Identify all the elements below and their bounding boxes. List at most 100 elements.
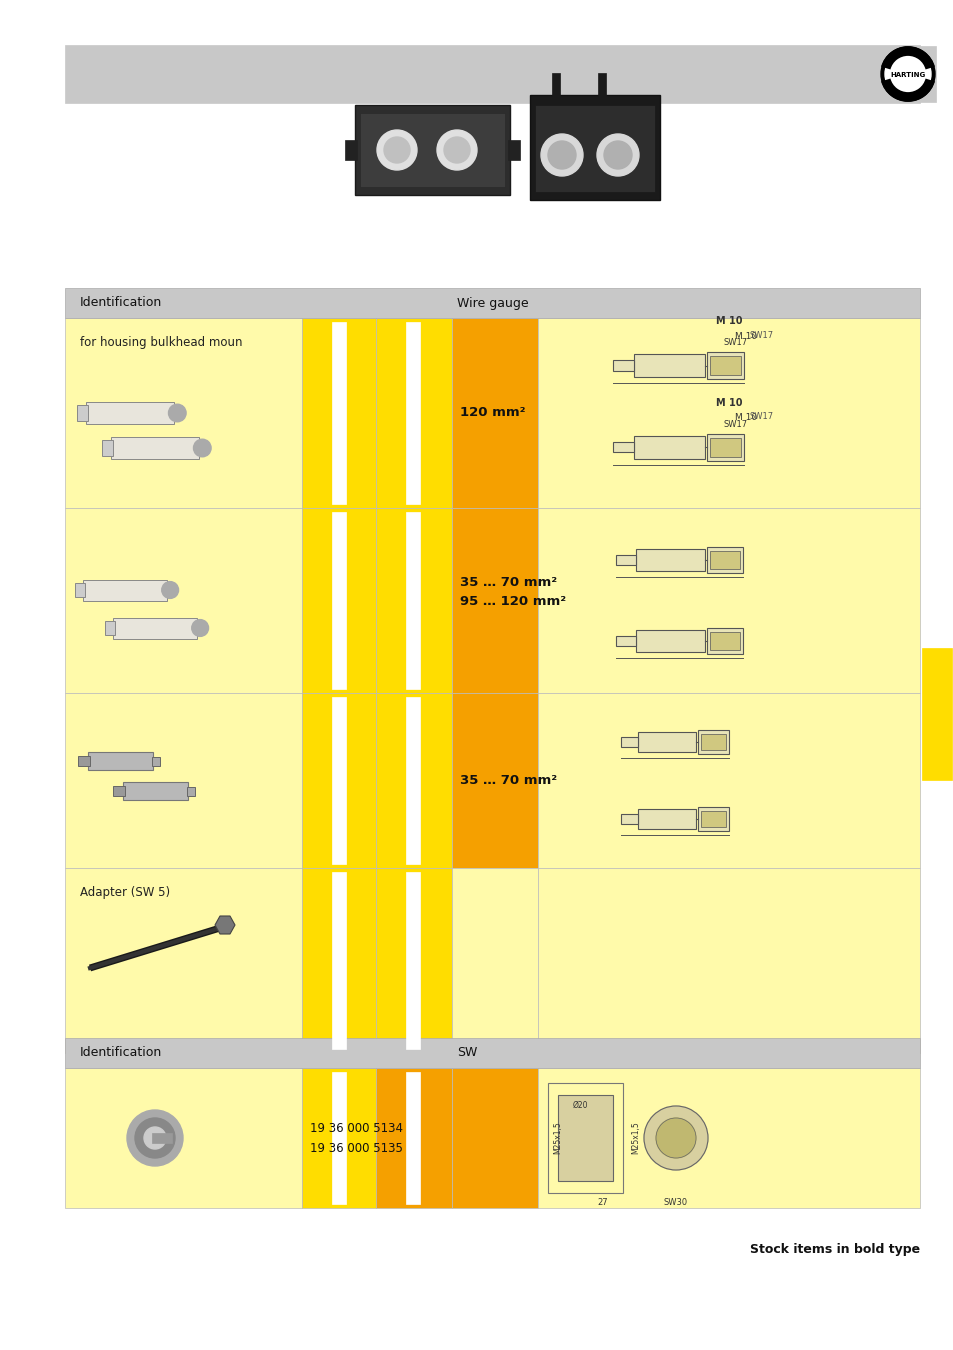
Text: M 10: M 10 xyxy=(734,413,757,423)
Text: SW17: SW17 xyxy=(723,420,747,429)
Bar xyxy=(375,319,452,508)
Text: M25x1,5: M25x1,5 xyxy=(553,1122,561,1154)
Bar xyxy=(452,319,537,508)
Circle shape xyxy=(135,1118,174,1158)
Circle shape xyxy=(597,134,639,176)
Text: Wire gauge: Wire gauge xyxy=(456,297,528,309)
Circle shape xyxy=(880,47,934,101)
Bar xyxy=(77,756,90,767)
Text: Stock items in bold type: Stock items in bold type xyxy=(749,1243,919,1256)
Bar xyxy=(86,402,173,424)
Circle shape xyxy=(192,620,209,636)
Circle shape xyxy=(436,130,476,170)
Bar xyxy=(332,1072,346,1204)
Text: 120 mm²: 120 mm² xyxy=(459,406,525,420)
Bar xyxy=(452,693,537,868)
Bar xyxy=(302,693,375,868)
Circle shape xyxy=(376,130,416,170)
Text: SW17: SW17 xyxy=(749,412,773,421)
Circle shape xyxy=(384,136,410,163)
Text: 27: 27 xyxy=(598,1197,608,1207)
Text: M 10: M 10 xyxy=(715,398,741,408)
Bar xyxy=(613,360,633,371)
Bar xyxy=(83,579,167,601)
Bar xyxy=(637,809,696,829)
Circle shape xyxy=(144,1127,166,1149)
Bar xyxy=(709,551,740,568)
Text: M 10: M 10 xyxy=(715,316,741,327)
Polygon shape xyxy=(214,917,234,934)
Text: M 10: M 10 xyxy=(734,332,757,340)
Bar xyxy=(77,405,88,421)
Bar xyxy=(635,630,704,652)
Bar xyxy=(406,697,419,864)
Bar xyxy=(620,737,637,747)
Bar xyxy=(74,583,85,597)
Bar xyxy=(65,45,919,103)
Circle shape xyxy=(162,582,178,598)
Circle shape xyxy=(443,136,470,163)
Bar xyxy=(122,782,188,801)
Bar xyxy=(700,734,725,751)
Text: SW17: SW17 xyxy=(723,339,747,347)
Text: 35 … 70 mm²: 35 … 70 mm² xyxy=(459,774,557,787)
Bar xyxy=(152,1133,172,1143)
Text: Ø20: Ø20 xyxy=(573,1102,588,1110)
Text: SW30: SW30 xyxy=(663,1197,687,1207)
Bar xyxy=(530,95,659,200)
Bar xyxy=(406,1072,419,1204)
Bar xyxy=(375,693,452,868)
Bar xyxy=(537,868,919,1053)
Bar xyxy=(65,319,302,508)
Bar xyxy=(65,868,302,1053)
Text: Identification: Identification xyxy=(80,297,162,309)
Text: Adapter (SW 5): Adapter (SW 5) xyxy=(80,886,170,899)
Bar xyxy=(706,628,742,655)
Bar xyxy=(709,632,740,651)
Bar xyxy=(452,1068,537,1208)
Bar xyxy=(332,697,346,864)
Bar xyxy=(102,440,113,456)
Bar xyxy=(406,872,419,1049)
Circle shape xyxy=(643,1106,707,1170)
Circle shape xyxy=(540,134,582,176)
Bar xyxy=(709,437,740,456)
Bar xyxy=(375,1068,452,1208)
Bar xyxy=(112,617,196,639)
Circle shape xyxy=(127,1110,183,1166)
Bar xyxy=(637,732,696,752)
Bar xyxy=(706,352,743,379)
Bar xyxy=(552,73,559,101)
Bar xyxy=(921,648,951,780)
Bar xyxy=(302,868,375,1053)
Bar xyxy=(375,868,452,1053)
Bar xyxy=(302,1068,375,1208)
Bar xyxy=(537,1068,919,1208)
Bar xyxy=(706,433,743,460)
Bar xyxy=(616,555,635,564)
Bar xyxy=(452,508,537,693)
Bar xyxy=(355,105,510,194)
Text: M25x1,5: M25x1,5 xyxy=(630,1122,639,1154)
Bar xyxy=(65,1038,919,1068)
Bar xyxy=(613,441,633,452)
Bar xyxy=(558,1095,613,1181)
Bar xyxy=(65,508,302,693)
Bar xyxy=(111,437,199,459)
Bar xyxy=(302,319,375,508)
Bar xyxy=(697,730,728,755)
Bar xyxy=(620,814,637,824)
Text: Identification: Identification xyxy=(80,1046,162,1060)
Bar xyxy=(302,508,375,693)
Bar xyxy=(375,508,452,693)
Text: HARTING: HARTING xyxy=(889,72,924,78)
Text: 35 … 70 mm²
95 … 120 mm²: 35 … 70 mm² 95 … 120 mm² xyxy=(459,576,565,608)
Text: for housing bulkhead moun: for housing bulkhead moun xyxy=(80,336,242,350)
Bar xyxy=(88,752,152,769)
Bar xyxy=(535,105,655,192)
Bar xyxy=(152,756,160,765)
Bar xyxy=(452,868,537,1053)
Bar xyxy=(697,807,728,832)
Bar xyxy=(616,636,635,647)
Bar xyxy=(65,693,302,868)
